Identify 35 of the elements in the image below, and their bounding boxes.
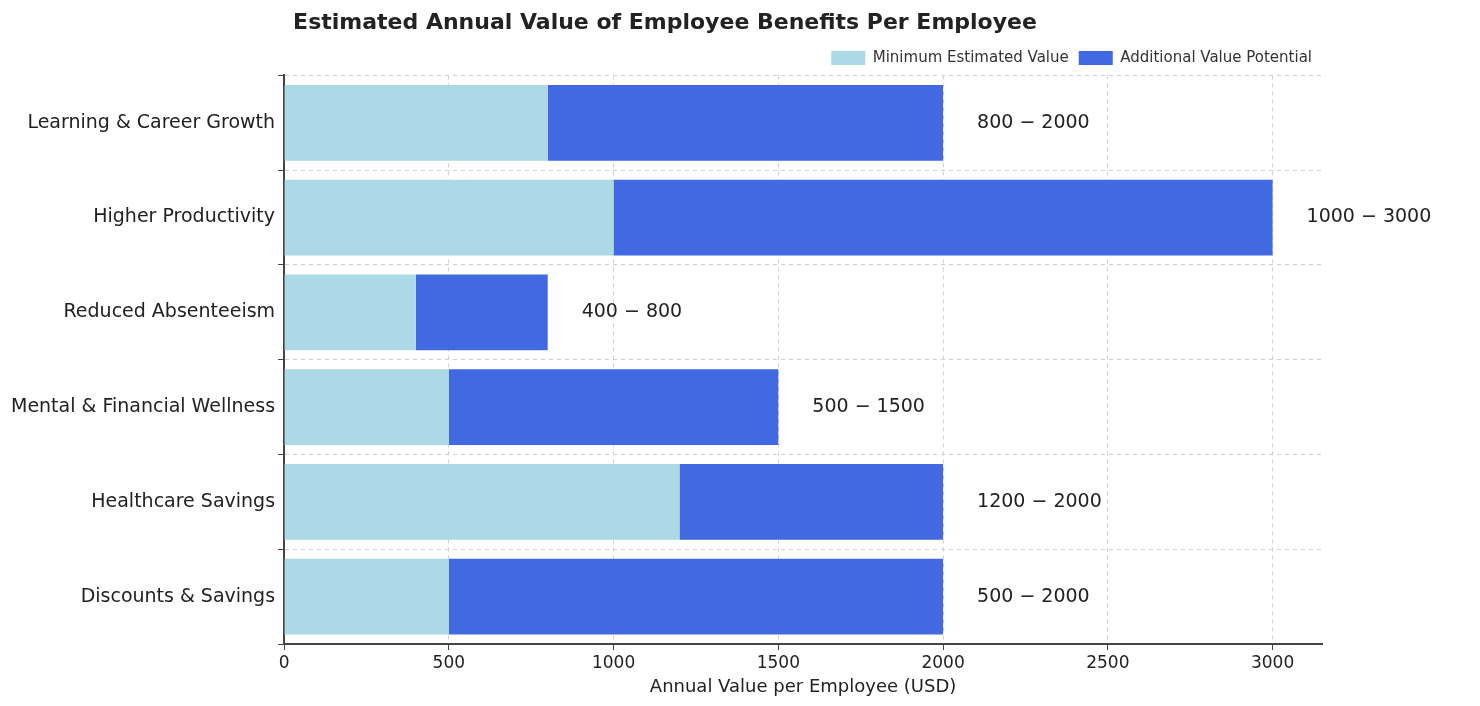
bar [679,463,944,540]
x-axis-title: Annual Value per Employee (USD) [649,674,957,696]
x-tick-label: 500 [432,651,466,672]
x-tick-label: 2500 [1086,651,1130,672]
y-tick-label: Discounts & Savings [80,583,276,606]
bar [448,369,779,445]
x-tick-label: 1000 [591,651,636,672]
legend-label: Additional Value Potential [1120,47,1313,66]
bar [284,84,548,161]
bar [448,558,944,635]
annotation: 1000 − 3000 [1306,204,1432,227]
legend-label: Minimum Estimated Value [872,47,1069,66]
y-tick-label: Reduced Absenteeism [63,299,276,322]
bar [613,179,1273,256]
bar [284,369,449,445]
bar [415,274,548,351]
annotation: 1200 − 2000 [977,488,1102,511]
x-tick-label: 3000 [1250,651,1295,672]
y-tick-label: Learning & Career Growth [27,109,276,132]
annotation: 400 − 800 [581,299,683,322]
y-tick-label: Mental & Financial Wellness [10,394,276,417]
bar [547,84,944,161]
annotation: 500 − 1500 [812,394,925,417]
x-tick-label: 2000 [921,651,965,672]
chart-title: Estimated Annual Value of Employee Benefits Per Employee [293,8,1037,34]
y-tick-label: Higher Productivity [93,204,276,227]
bar [284,179,614,256]
x-tick-label: 1500 [756,651,800,672]
annotation: 800 − 2000 [977,109,1090,132]
y-tick-label: Healthcare Savings [91,488,276,511]
bar [284,274,416,351]
annotation: 500 − 2000 [977,583,1090,606]
bar [284,463,680,540]
bar [284,558,449,635]
x-tick-label: 0 [278,651,290,672]
